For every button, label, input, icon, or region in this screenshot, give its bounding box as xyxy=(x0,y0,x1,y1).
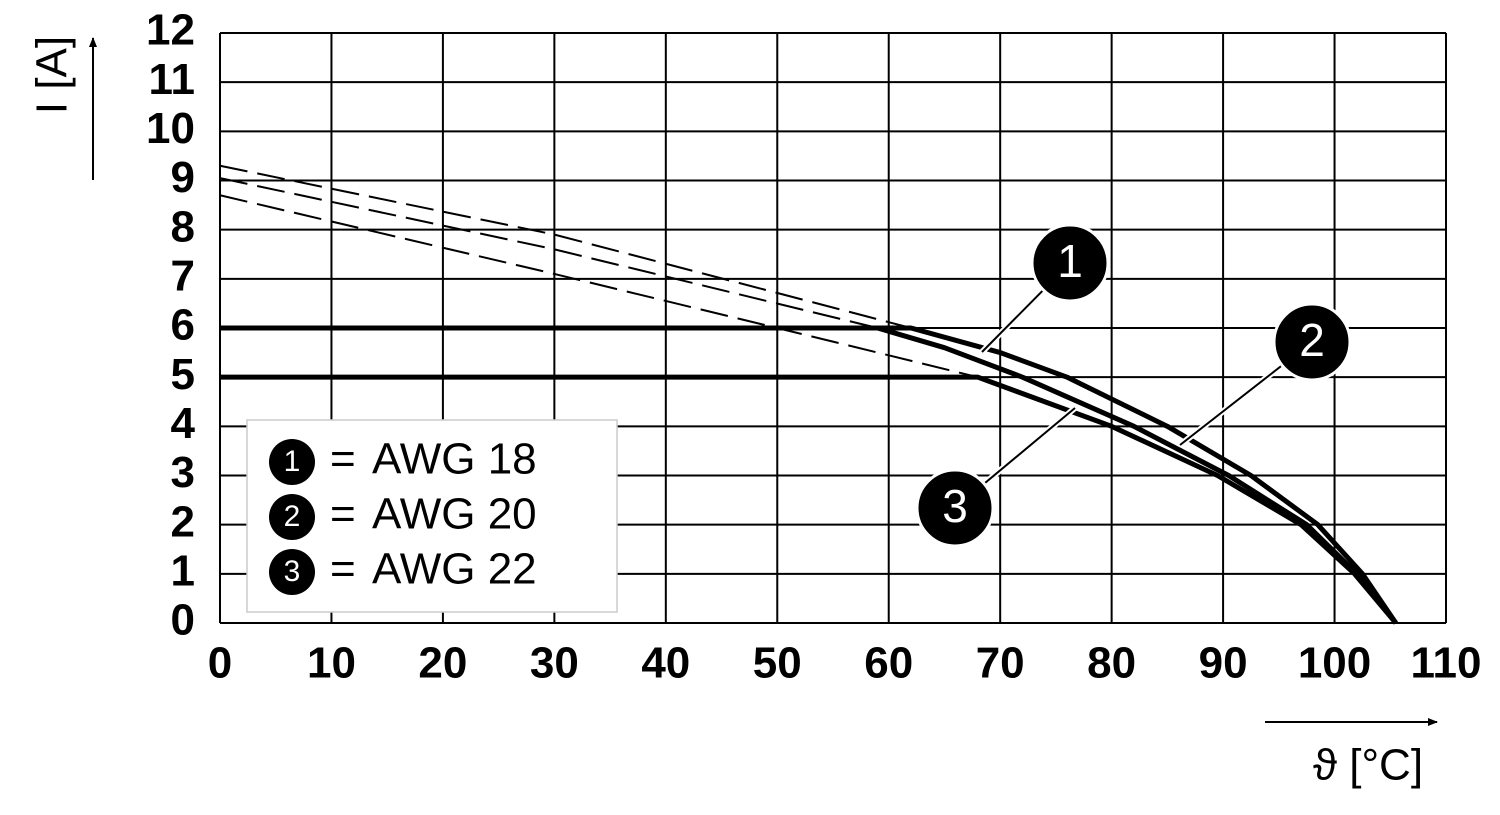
legend-marker xyxy=(269,494,315,540)
callout-circle xyxy=(1030,223,1110,303)
x-tick-label: 0 xyxy=(208,639,232,688)
y-tick-label: 6 xyxy=(171,301,195,350)
x-tick-label: 50 xyxy=(753,639,802,688)
legend-marker-label: 1 xyxy=(284,445,301,478)
x-tick-label: 20 xyxy=(418,639,467,688)
y-tick-label: 4 xyxy=(171,399,196,448)
callout-label: 3 xyxy=(942,480,968,532)
x-tick-label: 100 xyxy=(1298,639,1371,688)
dashed-line xyxy=(219,177,878,329)
x-tick-label: 30 xyxy=(530,639,579,688)
legend-separator: = xyxy=(330,490,356,539)
y-tick-label: 8 xyxy=(171,202,195,251)
x-axis-label: ϑ [°C] xyxy=(1313,741,1423,790)
callout-label: 1 xyxy=(1057,235,1083,287)
legend-label: AWG 22 xyxy=(372,545,537,594)
dashed-line xyxy=(219,194,979,379)
x-tick-label: 90 xyxy=(1199,639,1248,688)
y-tick-label: 7 xyxy=(171,251,195,300)
legend: 1 = AWG 18 2 = AWG 20 3 = AWG 22 xyxy=(269,435,537,595)
dashed-line xyxy=(219,164,912,329)
legend-marker xyxy=(269,439,315,485)
x-tick-label: 80 xyxy=(1087,639,1136,688)
legend-label: AWG 18 xyxy=(372,435,537,484)
curves xyxy=(219,164,1398,625)
legend-marker xyxy=(269,549,315,595)
y-tick-label: 3 xyxy=(171,448,195,497)
y-tick-label: 9 xyxy=(171,153,195,202)
legend-label: AWG 20 xyxy=(372,490,537,539)
y-tick-label: 10 xyxy=(146,104,195,153)
y-tick-label: 11 xyxy=(148,55,195,104)
callout-circle xyxy=(915,468,995,548)
y-tick-label: 5 xyxy=(171,350,195,399)
legend-separator: = xyxy=(330,545,356,594)
x-tick-label: 60 xyxy=(864,639,913,688)
y-tick-label: 12 xyxy=(146,6,195,55)
x-tick-label: 10 xyxy=(307,639,356,688)
y-tick-label: 1 xyxy=(171,546,195,595)
callout-circle xyxy=(1272,302,1352,382)
x-tick-label: 40 xyxy=(641,639,690,688)
callout-label: 2 xyxy=(1299,314,1325,366)
y-tick-label: 0 xyxy=(171,596,195,645)
y-tick-label: 2 xyxy=(171,497,195,546)
x-tick-label: 70 xyxy=(976,639,1025,688)
legend-separator: = xyxy=(330,435,356,484)
legend-marker-label: 2 xyxy=(284,500,301,533)
line xyxy=(220,374,1398,625)
x-tick-label: 110 xyxy=(1411,639,1482,688)
callouts: 1 2 3 xyxy=(915,223,1352,548)
y-axis-label: I [A] xyxy=(28,36,77,114)
legend-marker-label: 3 xyxy=(284,555,301,588)
line xyxy=(220,325,1398,625)
